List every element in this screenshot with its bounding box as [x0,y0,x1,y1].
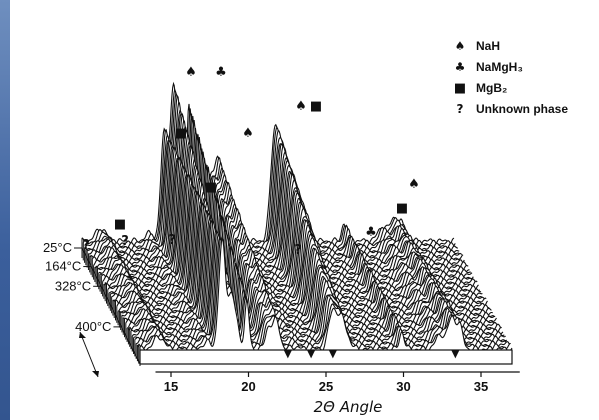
diffraction-trace [134,229,508,344]
diffraction-trace [139,236,513,353]
diffraction-trace [108,178,482,296]
diffraction-trace [84,91,457,250]
spade-icon: ♠ [295,99,307,114]
diffraction-trace [104,165,478,289]
diffraction-trace [115,190,488,308]
square-icon: ■ [454,81,466,96]
legend-label: MgB₂ [476,81,507,95]
diffraction-trace [89,111,463,260]
square-icon: ■ [396,201,408,216]
diffraction-trace [91,118,465,265]
spade-icon: ♠ [408,177,420,192]
arrow-tail-icon [79,332,86,338]
diffraction-trace [136,235,510,349]
temperature-arrow [79,331,99,378]
xrd-waterfall-chart: ♠ ♣■■♠♠ ■■?? ??♣■♠▼ ▼ ▼ ▼ 15 20 25 30 35 25°C164°C… [43,39,568,416]
x-tick-label: 30 [396,379,410,394]
diffraction-trace [138,235,511,351]
diffraction-trace [118,202,492,315]
triangle-down-icon: ▼ [329,347,338,360]
square-icon: ■ [114,217,126,232]
club-icon: ♣ [365,225,377,240]
diffraction-trace [129,218,502,334]
x-axis: 15 20 25 30 35 [155,371,520,394]
temperature-label: 328°C [55,278,91,293]
question-icon: ? [457,102,464,116]
temperature-label: 25°C [43,240,72,255]
diffraction-trace [100,150,474,281]
diffraction-trace [112,188,486,303]
diffraction-trace [94,128,468,269]
x-axis-title: 2Θ Angle [314,398,383,416]
diffraction-trace [131,225,505,339]
floor-slab [139,349,513,365]
diffraction-trace [110,183,483,298]
spade-icon: ♠ [455,39,466,53]
diffraction-trace [98,144,471,277]
diffraction-trace [107,176,481,293]
diffraction-trace [81,81,455,245]
x-tick-label: 35 [474,379,488,394]
club-icon: ♣ [215,65,227,80]
diffraction-traces [81,81,513,366]
diffraction-trace [93,125,466,267]
arrow-head-icon [92,371,99,377]
diffraction-trace [127,219,501,332]
diffraction-trace [86,102,460,255]
diffraction-trace [136,232,509,346]
diffraction-trace [126,217,500,329]
question-icon: ? [294,243,302,258]
square-icon: ■ [175,126,187,141]
legend-label: NaH [476,39,500,53]
x-tick-label: 20 [241,379,255,394]
legend-label: Unknown phase [476,102,568,116]
triangle-down-icon: ▼ [307,347,316,360]
x-tick-label: 15 [164,379,178,394]
diffraction-trace [123,208,496,322]
peak-markers: ♠ ♣■■♠♠ ■■?? ??♣■♠▼ ▼ ▼ ▼ [82,65,460,360]
spade-icon: ♠ [185,65,197,80]
chart-floor [139,349,513,365]
temperature-axis-line [81,247,141,365]
x-tick-label: 25 [319,379,333,394]
diffraction-trace [117,200,491,313]
triangle-down-icon: ▼ [284,347,293,360]
question-icon: ? [82,238,90,253]
temperature-label: 164°C [45,259,81,274]
square-icon: ■ [310,99,322,114]
triangle-down-icon: ▼ [451,347,460,360]
diffraction-trace [125,212,499,327]
trace-fill [140,238,512,366]
spade-icon: ♠ [242,126,254,141]
figure-panel: ♠ ♣ ■ ■ ♠ ♠ ■ ■???? ♣ ■ ♠ ▼ ▼ ▼ ▼ 15 20 25 30 35 25°C 164°C… [10,0,599,420]
question-icon: ? [121,234,129,249]
temperature-axis: 25°C 164°C 328°C 400°C [43,240,141,378]
diffraction-trace [111,185,484,301]
legend: ♠ NaH ♣ NaMgH₃ ■ MgB₂? Unknown phase [454,39,568,116]
question-icon: ? [168,233,176,248]
diffraction-trace [90,112,464,262]
temperature-label: 400°C [75,319,111,334]
club-icon: ♣ [455,60,466,74]
diffraction-trace [103,163,477,286]
diffraction-trace [113,190,487,305]
legend-label: NaMgH₃ [476,60,523,74]
diffraction-trace [116,194,490,310]
square-icon: ■ [205,180,217,195]
diffraction-trace [102,159,475,284]
diffraction-trace [95,134,469,272]
